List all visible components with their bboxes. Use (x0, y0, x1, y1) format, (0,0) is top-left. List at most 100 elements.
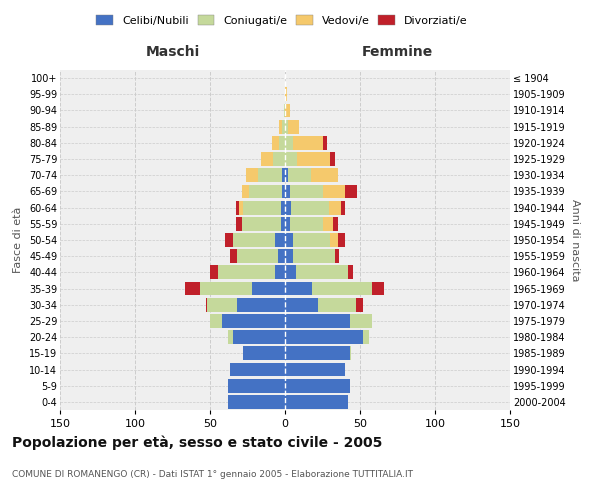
Bar (281, 217, 285, 230)
Bar (285, 379, 349, 392)
Bar (229, 362, 285, 376)
Bar (297, 152, 330, 166)
Bar (285, 362, 345, 376)
Bar (290, 217, 323, 230)
Bar (323, 217, 333, 230)
Bar (372, 282, 384, 296)
Bar (228, 379, 285, 392)
Bar (323, 184, 345, 198)
Bar (243, 346, 285, 360)
Bar (291, 200, 329, 214)
Bar (293, 136, 323, 149)
Text: Femmine: Femmine (362, 44, 433, 59)
Bar (271, 136, 279, 149)
Bar (228, 395, 285, 409)
Bar (233, 330, 285, 344)
Bar (237, 250, 277, 263)
Bar (261, 152, 273, 166)
Bar (279, 136, 285, 149)
Bar (312, 282, 372, 296)
Bar (333, 217, 337, 230)
Bar (281, 200, 285, 214)
Bar (311, 168, 337, 182)
Bar (229, 250, 237, 263)
Bar (205, 298, 207, 312)
Text: Maschi: Maschi (145, 44, 200, 59)
Bar (290, 184, 323, 198)
Bar (285, 136, 293, 149)
Y-axis label: Anni di nascita: Anni di nascita (569, 198, 580, 281)
Bar (335, 250, 339, 263)
Bar (288, 120, 299, 134)
Bar (363, 330, 369, 344)
Bar (318, 298, 355, 312)
Bar (323, 136, 327, 149)
Bar (285, 168, 288, 182)
Bar (246, 168, 258, 182)
Bar (348, 266, 353, 280)
Bar (329, 200, 341, 214)
Bar (293, 250, 335, 263)
Bar (296, 266, 348, 280)
Bar (285, 298, 318, 312)
Legend: Celibi/Nubili, Coniugati/e, Vedovi/e, Divorziati/e: Celibi/Nubili, Coniugati/e, Vedovi/e, Di… (92, 10, 472, 30)
Bar (285, 346, 349, 360)
Bar (285, 266, 296, 280)
Bar (277, 250, 285, 263)
Bar (293, 233, 330, 247)
Bar (337, 233, 345, 247)
Bar (279, 120, 282, 134)
Bar (218, 266, 275, 280)
Bar (285, 120, 288, 134)
Bar (185, 282, 199, 296)
Bar (345, 184, 357, 198)
Bar (282, 168, 285, 182)
Text: COMUNE DI ROMANENGO (CR) - Dati ISTAT 1° gennaio 2005 - Elaborazione TUTTITALIA.: COMUNE DI ROMANENGO (CR) - Dati ISTAT 1°… (12, 470, 413, 479)
Bar (207, 298, 237, 312)
Bar (285, 330, 363, 344)
Bar (258, 168, 282, 182)
Bar (349, 314, 372, 328)
Bar (330, 152, 335, 166)
Bar (285, 152, 297, 166)
Bar (228, 330, 233, 344)
Text: Popolazione per età, sesso e stato civile - 2005: Popolazione per età, sesso e stato civil… (12, 435, 382, 450)
Bar (288, 168, 311, 182)
Bar (243, 200, 281, 214)
Bar (222, 314, 285, 328)
Bar (237, 298, 285, 312)
Bar (241, 184, 249, 198)
Bar (249, 184, 282, 198)
Bar (210, 314, 222, 328)
Bar (285, 395, 348, 409)
Bar (285, 200, 291, 214)
Bar (285, 88, 287, 101)
Bar (235, 217, 241, 230)
Bar (285, 104, 290, 118)
Bar (285, 217, 290, 230)
Bar (285, 233, 293, 247)
Bar (284, 104, 285, 118)
Bar (282, 184, 285, 198)
Bar (341, 200, 345, 214)
Bar (330, 233, 337, 247)
Bar (275, 233, 285, 247)
Bar (252, 282, 285, 296)
Bar (285, 282, 312, 296)
Bar (275, 266, 285, 280)
Bar (285, 184, 290, 198)
Bar (349, 346, 351, 360)
Bar (235, 200, 239, 214)
Bar (273, 152, 285, 166)
Bar (285, 314, 349, 328)
Bar (199, 282, 252, 296)
Bar (239, 200, 243, 214)
Y-axis label: Fasce di età: Fasce di età (13, 207, 23, 273)
Bar (241, 217, 281, 230)
Bar (282, 120, 285, 134)
Bar (233, 233, 275, 247)
Bar (355, 298, 363, 312)
Bar (225, 233, 233, 247)
Bar (210, 266, 218, 280)
Bar (285, 250, 293, 263)
